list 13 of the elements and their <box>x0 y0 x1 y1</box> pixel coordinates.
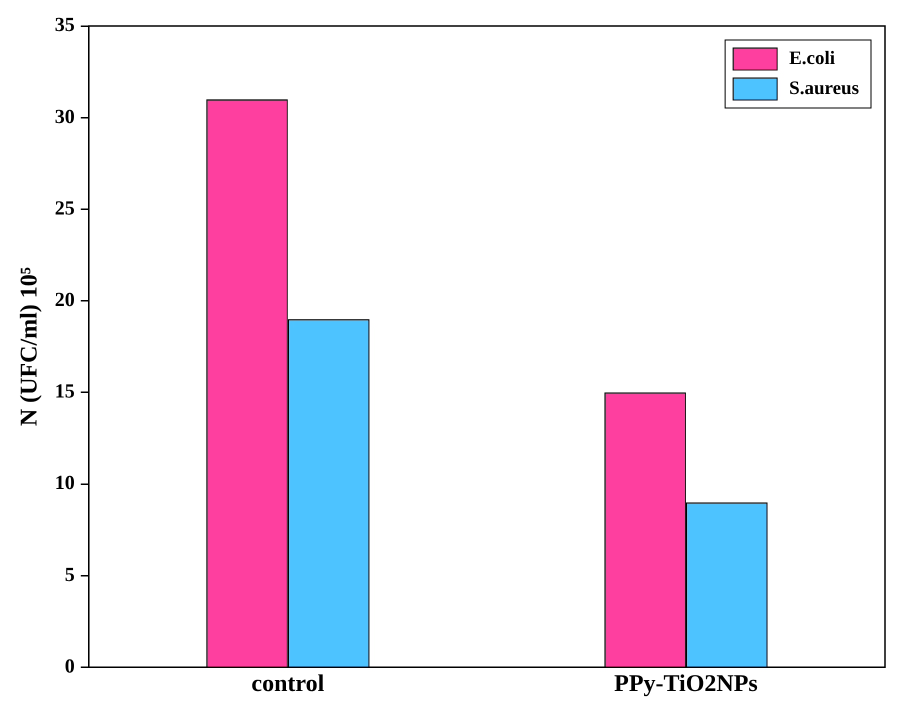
x-tick-label: PPy-TiO2NPs <box>614 670 758 697</box>
y-axis-title: N (UFC/ml) 10⁵ <box>16 267 43 426</box>
y-tick-label: 5 <box>64 564 75 586</box>
y-tick-label: 15 <box>54 380 75 403</box>
legend-label: S.aureus <box>789 78 860 99</box>
y-tick-label: 20 <box>54 288 75 311</box>
y-tick-label: 35 <box>54 14 75 36</box>
y-tick-label: 25 <box>54 197 75 220</box>
x-tick-label: control <box>251 670 325 697</box>
y-tick-label: 0 <box>64 655 75 678</box>
legend-label: E.coli <box>789 48 836 69</box>
y-tick-label: 10 <box>54 472 75 494</box>
y-tick-label: 30 <box>54 106 75 128</box>
